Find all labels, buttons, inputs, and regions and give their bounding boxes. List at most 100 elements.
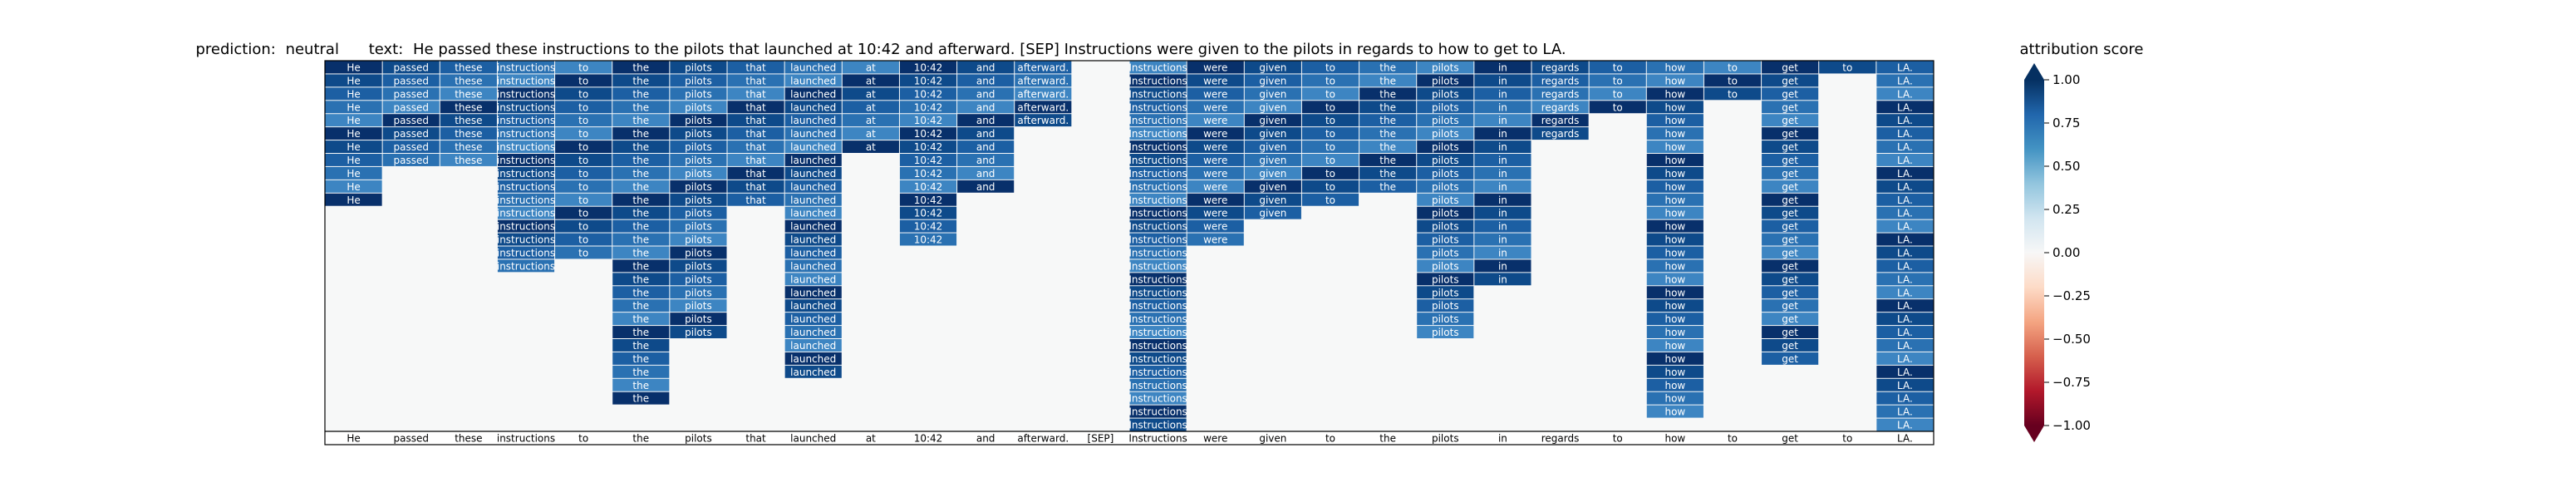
heatmap-cell <box>1876 140 1934 153</box>
heatmap-cell <box>1129 378 1187 391</box>
heatmap-cell-label: LA. <box>1897 194 1913 206</box>
x-axis-token-label: that <box>745 433 766 445</box>
heatmap-cell <box>670 114 727 127</box>
x-axis-token-label: get <box>1782 433 1798 445</box>
heatmap-cell-label: the <box>1379 101 1396 113</box>
heatmap-cell-label: these <box>455 101 482 113</box>
heatmap-cell <box>1417 154 1474 166</box>
heatmap-cell-label: launched <box>790 62 836 73</box>
heatmap-cell <box>1762 273 1819 286</box>
heatmap-cell <box>382 87 440 101</box>
heatmap-cell <box>842 87 899 101</box>
heatmap-cell <box>670 219 727 233</box>
heatmap-cell-label: how <box>1664 168 1685 180</box>
heatmap-cell <box>1646 233 1703 246</box>
heatmap-cell <box>1187 114 1244 127</box>
heatmap-cell <box>1417 101 1474 114</box>
heatmap-cell-label: to <box>578 194 588 206</box>
heatmap-cell-label: the <box>1379 155 1396 166</box>
heatmap-cell <box>612 339 670 352</box>
heatmap-cell <box>555 101 612 114</box>
heatmap-cell <box>1646 219 1703 233</box>
heatmap-cell <box>1589 61 1646 74</box>
heatmap-cell-label: 10:42 <box>914 181 943 193</box>
x-axis-token-label: and <box>976 433 995 445</box>
heatmap-cell-label: afterward. <box>1017 62 1069 73</box>
heatmap-cell <box>1417 140 1474 153</box>
heatmap-cell-label: given <box>1259 208 1286 219</box>
heatmap-cell <box>1129 405 1187 418</box>
heatmap-cell-label: 10:42 <box>914 168 943 180</box>
heatmap-cell <box>440 101 497 114</box>
heatmap-cell <box>957 166 1015 180</box>
heatmap-cell <box>1129 299 1187 313</box>
heatmap-cell <box>842 101 899 114</box>
heatmap-cell <box>1474 74 1531 87</box>
heatmap-cell <box>899 193 957 206</box>
heatmap-cell-label: He <box>347 62 360 73</box>
heatmap-cell-label: instructions <box>497 101 555 113</box>
heatmap-cell <box>727 127 784 140</box>
heatmap-cell-label: passed <box>393 62 428 73</box>
heatmap-cell <box>1474 154 1531 166</box>
heatmap-cell-label: the <box>1379 88 1396 100</box>
heatmap-cell <box>555 246 612 259</box>
heatmap-cell-label: the <box>632 168 649 180</box>
heatmap-cell-label: in <box>1498 194 1507 206</box>
heatmap-cell <box>440 127 497 140</box>
heatmap-cell <box>1876 61 1934 74</box>
heatmap-cell-label: were <box>1203 115 1227 126</box>
heatmap-cell-label: pilots <box>685 260 712 272</box>
heatmap-cell-label: get <box>1782 141 1798 153</box>
heatmap-cell-label: 10:42 <box>914 208 943 219</box>
heatmap-cell <box>497 74 555 87</box>
heatmap-cell-label: how <box>1664 208 1685 219</box>
heatmap-cell-label: that <box>745 194 766 206</box>
heatmap-cell <box>612 219 670 233</box>
x-axis-token-label: these <box>455 433 482 445</box>
heatmap-cell-label: given <box>1259 155 1286 166</box>
heatmap-cell-label: and <box>976 75 995 86</box>
heatmap-cell-label: given <box>1259 128 1286 140</box>
heatmap-cell <box>382 154 440 166</box>
heatmap-cell-label: in <box>1498 273 1507 285</box>
heatmap-cell <box>1589 74 1646 87</box>
x-axis-token-label: passed <box>393 433 428 445</box>
heatmap-cell <box>1531 101 1589 114</box>
heatmap-cell-label: in <box>1498 62 1507 73</box>
heatmap-cell <box>1359 114 1417 127</box>
heatmap-cell <box>784 326 842 338</box>
heatmap-cell <box>670 87 727 101</box>
heatmap-cell-label: to <box>1728 62 1738 73</box>
heatmap-cell-label: the <box>632 141 649 153</box>
heatmap-cell <box>1187 101 1244 114</box>
heatmap-cell <box>1244 87 1301 101</box>
heatmap-cell <box>555 233 612 246</box>
colorbar-gradient <box>2024 80 2044 426</box>
heatmap-cell-label: in <box>1498 168 1507 180</box>
heatmap-cell-label: and <box>976 181 995 193</box>
heatmap-cell-label: pilots <box>685 194 712 206</box>
heatmap-cell-label: to <box>1728 88 1738 100</box>
heatmap-cell-label: given <box>1259 75 1286 86</box>
heatmap-cell <box>784 166 842 180</box>
heatmap-cell-label: regards <box>1541 128 1580 140</box>
heatmap-cell-label: to <box>1728 75 1738 86</box>
heatmap-cell-label: these <box>455 141 482 153</box>
heatmap-cell-label: how <box>1664 260 1685 272</box>
heatmap-cell <box>670 101 727 114</box>
heatmap-cell <box>1474 206 1531 219</box>
heatmap-cell-label: the <box>632 75 649 86</box>
heatmap-cell-label: passed <box>393 155 428 166</box>
heatmap-cell-label: in <box>1498 128 1507 140</box>
heatmap-cell-label: passed <box>393 141 428 153</box>
heatmap-cell <box>1244 74 1301 87</box>
heatmap-cell <box>727 180 784 193</box>
heatmap-cell <box>727 140 784 153</box>
title-prediction-value: neutral <box>286 41 339 58</box>
heatmap-cell-label: get <box>1782 313 1798 325</box>
heatmap-cell-label: passed <box>393 128 428 140</box>
heatmap-cell <box>957 140 1015 153</box>
heatmap-cell <box>1876 206 1934 219</box>
heatmap-cell <box>1876 299 1934 313</box>
